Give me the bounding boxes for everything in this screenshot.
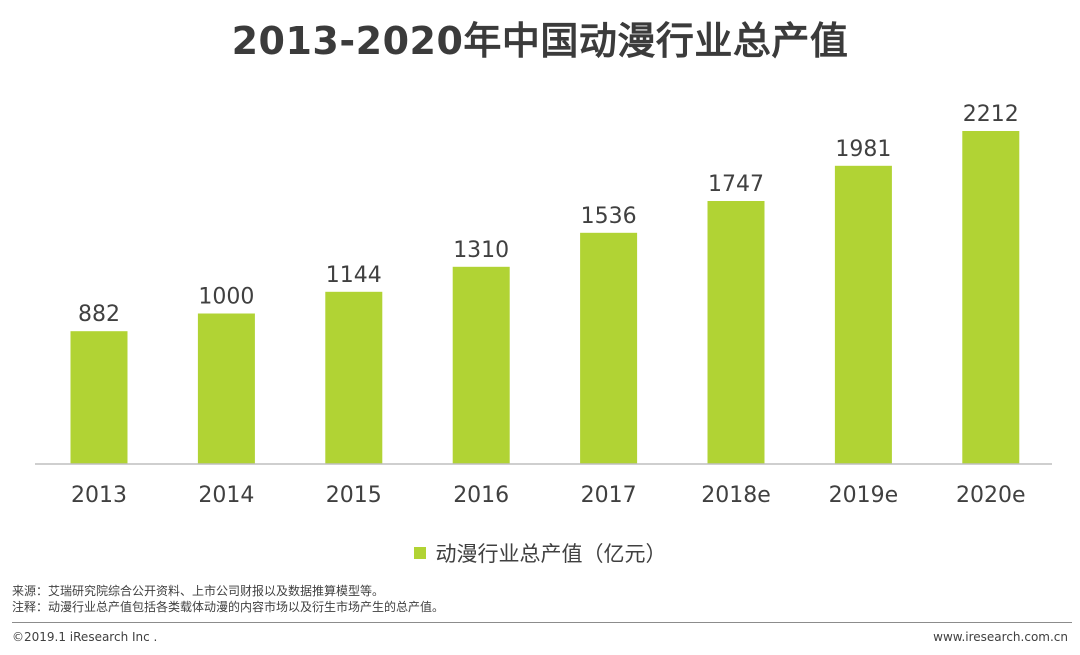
value-label-2017: 1536 <box>581 204 637 229</box>
notes: 来源：艾瑞研究院综合公开资料、上市公司财报以及数据推算模型等。 注释：动漫行业总… <box>12 583 444 615</box>
chart-title: 2013-2020年中国动漫行业总产值 <box>231 19 849 63</box>
legend-swatch <box>413 547 426 559</box>
x-tick-label-2017: 2017 <box>581 483 637 508</box>
bar-2019e <box>834 165 892 465</box>
legend-label: 动漫行业总产值（亿元） <box>435 542 667 566</box>
x-tick-label-2018e: 2018e <box>701 483 771 508</box>
bars-layer <box>70 131 1020 465</box>
x-tick-labels-layer: 2013 2014 2015 2016 2017 2018e 2019e 2020e <box>71 483 1026 508</box>
footer-website[interactable]: www.iresearch.com.cn <box>933 630 1068 644</box>
value-label-2019e: 1981 <box>835 137 891 162</box>
bar-2018e <box>707 201 765 464</box>
value-label-2013: 882 <box>78 302 120 327</box>
x-tick-label-2013: 2013 <box>71 483 127 508</box>
source-note: 来源：艾瑞研究院综合公开资料、上市公司财报以及数据推算模型等。 <box>12 584 385 598</box>
bar-2014 <box>197 313 255 464</box>
bar-2016 <box>452 266 510 464</box>
bar-chart: 882 1000 1144 1310 1536 1747 1981 2212 2013 2014… <box>35 102 1052 508</box>
value-label-2020e: 2212 <box>963 102 1019 127</box>
footer-copyright: ©2019.1 iResearch Inc . <box>12 630 158 644</box>
bar-2015 <box>325 291 383 464</box>
x-tick-label-2019e: 2019e <box>829 483 899 508</box>
x-tick-label-2016: 2016 <box>453 483 509 508</box>
remark-note: 注释：动漫行业总产值包括各类载体动漫的内容市场以及衍生市场产生的总产值。 <box>12 600 445 614</box>
value-labels-layer: 882 1000 1144 1310 1536 1747 1981 2212 <box>78 102 1019 327</box>
x-tick-label-2015: 2015 <box>326 483 382 508</box>
value-label-2018e: 1747 <box>708 172 764 197</box>
x-tick-label-2020e: 2020e <box>956 483 1026 508</box>
bar-2013 <box>70 331 128 464</box>
value-label-2014: 1000 <box>198 285 254 310</box>
legend: 动漫行业总产值（亿元） <box>0 538 1080 568</box>
bar-2020e <box>962 131 1020 464</box>
footer-divider <box>12 622 1072 623</box>
value-label-2016: 1310 <box>453 238 509 263</box>
value-label-2015: 1144 <box>326 263 382 288</box>
x-tick-label-2014: 2014 <box>198 483 254 508</box>
bar-2017 <box>580 232 638 464</box>
